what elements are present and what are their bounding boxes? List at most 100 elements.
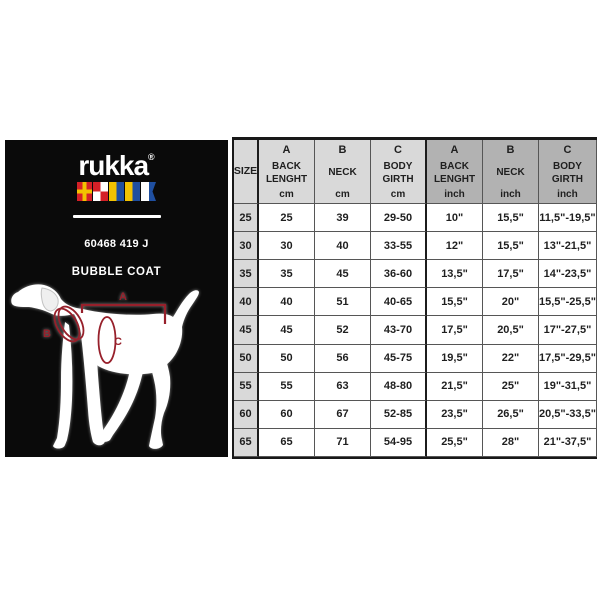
value-cell: 25	[259, 204, 315, 233]
value-cell: 25,5"	[427, 428, 483, 457]
value-cell: 19,5"	[427, 344, 483, 373]
value-cell: 33-55	[371, 232, 427, 261]
value-cell: 36-60	[371, 260, 427, 289]
dog-front-leg-far	[81, 330, 105, 446]
dog-body	[11, 284, 199, 375]
value-cell: 45	[315, 260, 371, 289]
value-cell: 25"	[483, 372, 539, 401]
value-cell: 17,5"-29,5"	[539, 344, 597, 373]
value-cell: 52	[315, 316, 371, 345]
size-cell: 55	[234, 372, 259, 401]
value-cell: 19"-31,5"	[539, 372, 597, 401]
divider-line	[72, 215, 161, 218]
value-cell: 65	[259, 428, 315, 457]
header-a-cm: A BACK LENGHT cm	[259, 140, 315, 204]
value-cell: 48-80	[371, 372, 427, 401]
value-cell: 12"	[427, 232, 483, 261]
value-cell: 35	[259, 260, 315, 289]
value-cell: 20"	[483, 288, 539, 317]
size-cell: 65	[234, 428, 259, 457]
header-a-inch: A BACK LENGHT inch	[427, 140, 483, 204]
value-cell: 17,5"	[483, 260, 539, 289]
value-cell: 71	[315, 428, 371, 457]
size-cell: 40	[234, 288, 259, 317]
brand-panel: rukka®	[5, 140, 228, 457]
value-cell: 63	[315, 372, 371, 401]
dog-front-leg-near	[53, 322, 73, 449]
measurement-label-c: C	[114, 336, 122, 348]
dog-hind-leg-far	[98, 360, 145, 442]
value-cell: 23,5"	[427, 400, 483, 429]
value-cell: 28"	[483, 428, 539, 457]
header-c-cm: C BODY GIRTH cm	[371, 140, 427, 204]
rukka-logo-text: rukka	[78, 150, 149, 181]
size-cell: 45	[234, 316, 259, 345]
value-cell: 30	[259, 232, 315, 261]
signal-flag-a	[141, 182, 156, 201]
value-cell: 15,5"-25,5"	[539, 288, 597, 317]
back-length-bracket	[80, 303, 167, 324]
value-cell: 56	[315, 344, 371, 373]
value-cell: 13"-21,5"	[539, 232, 597, 261]
value-cell: 50	[259, 344, 315, 373]
header-b-cm: B NECK cm	[315, 140, 371, 204]
neck-girth-ellipse	[53, 307, 81, 343]
value-cell: 20,5"-33,5"	[539, 400, 597, 429]
value-cell: 43-70	[371, 316, 427, 345]
value-cell: 17"-27,5"	[539, 316, 597, 345]
product-name: BUBBLE COAT	[71, 266, 162, 278]
value-cell: 40	[259, 288, 315, 317]
dog-ear	[40, 287, 59, 312]
value-cell: 13,5"	[427, 260, 483, 289]
measurement-label-a: A	[119, 291, 127, 303]
header-size: SIZE	[234, 140, 259, 204]
neck-girth-ellipse-outer	[57, 305, 85, 341]
value-cell: 15,5"	[483, 232, 539, 261]
value-cell: 11,5"-19,5"	[539, 204, 597, 233]
measurement-marks: A B C	[43, 291, 167, 364]
value-cell: 15,5"	[427, 288, 483, 317]
value-cell: 67	[315, 400, 371, 429]
value-cell: 55	[259, 372, 315, 401]
size-cell: 60	[234, 400, 259, 429]
value-cell: 51	[315, 288, 371, 317]
signal-flag-u	[93, 182, 108, 201]
value-cell: 14"-23,5"	[539, 260, 597, 289]
header-c-inch: C BODY GIRTH inch	[539, 140, 597, 204]
value-cell: 39	[315, 204, 371, 233]
signal-flags-row	[5, 182, 228, 201]
size-cell: 30	[234, 232, 259, 261]
value-cell: 26,5"	[483, 400, 539, 429]
dog-hind-leg-near	[142, 335, 171, 449]
value-cell: 22"	[483, 344, 539, 373]
value-cell: 54-95	[371, 428, 427, 457]
size-cell: 35	[234, 260, 259, 289]
registered-trademark: ®	[148, 152, 155, 162]
size-cell: 25	[234, 204, 259, 233]
size-table: SIZE A BACK LENGHT cm B NECK cm C BODY GIRTH cm A BAC…	[232, 137, 597, 459]
value-cell: 20,5"	[483, 316, 539, 345]
value-cell: 10"	[427, 204, 483, 233]
value-cell: 40-65	[371, 288, 427, 317]
value-cell: 21"-37,5"	[539, 428, 597, 457]
value-cell: 45-75	[371, 344, 427, 373]
value-cell: 21,5"	[427, 372, 483, 401]
rukka-logo: rukka®	[5, 152, 228, 180]
value-cell: 60	[259, 400, 315, 429]
body-girth-ellipse	[97, 316, 117, 364]
value-cell: 40	[315, 232, 371, 261]
product-code: 60468 419 J	[84, 238, 149, 250]
value-cell: 52-85	[371, 400, 427, 429]
value-cell: 45	[259, 316, 315, 345]
value-cell: 17,5"	[427, 316, 483, 345]
value-cell: 15,5"	[483, 204, 539, 233]
value-cell: 29-50	[371, 204, 427, 233]
dog-silhouette	[11, 284, 199, 449]
size-cell: 50	[234, 344, 259, 373]
dog-measurement-diagram: A B C	[11, 284, 199, 449]
measurement-label-b: B	[43, 328, 51, 340]
signal-flag-r	[77, 182, 92, 201]
signal-flag-k	[125, 182, 140, 201]
header-b-inch: B NECK inch	[483, 140, 539, 204]
